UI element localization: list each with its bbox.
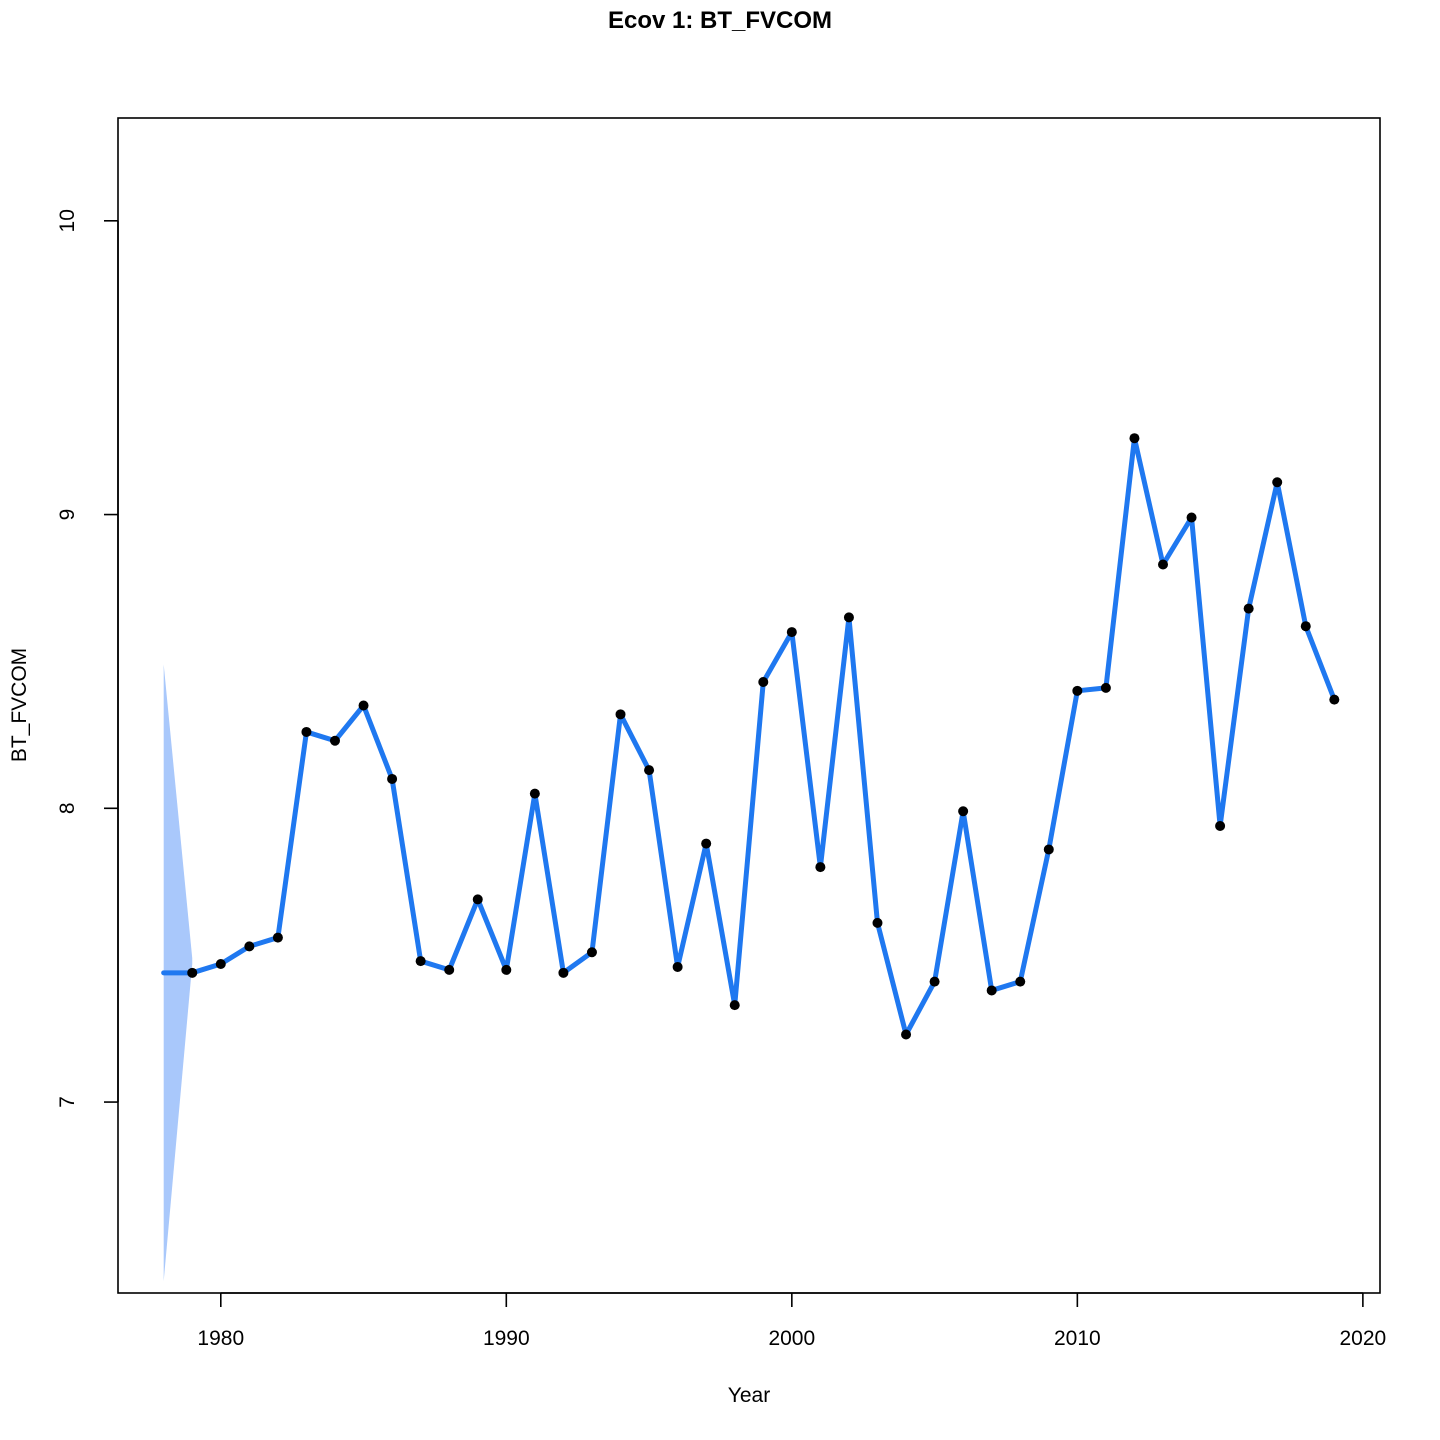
observed-point bbox=[529, 788, 540, 799]
x-tick-label: 2020 bbox=[1340, 1327, 1387, 1350]
observed-point bbox=[786, 627, 797, 638]
observed-point bbox=[815, 862, 826, 873]
observed-point bbox=[929, 976, 940, 987]
observed-point bbox=[358, 700, 369, 711]
observed-point bbox=[1100, 682, 1111, 693]
observed-point bbox=[901, 1029, 912, 1040]
observed-point bbox=[387, 773, 398, 784]
y-tick-label: 8 bbox=[56, 802, 79, 814]
x-tick-label: 1990 bbox=[483, 1327, 530, 1350]
observed-point bbox=[1186, 512, 1197, 523]
x-axis: 1980 1990 2000 2010 2020 bbox=[197, 1292, 1387, 1350]
observed-point bbox=[444, 964, 455, 975]
observed-point bbox=[1215, 820, 1226, 831]
observed-point bbox=[329, 735, 340, 746]
y-axis: 7 8 9 10 bbox=[56, 209, 119, 1108]
observed-point bbox=[1243, 603, 1254, 614]
observed-point bbox=[586, 947, 597, 958]
series-line-layer bbox=[161, 435, 1337, 1037]
observed-point bbox=[644, 765, 655, 776]
observed-point bbox=[729, 1000, 740, 1011]
observed-point bbox=[472, 894, 483, 905]
observed-point bbox=[672, 961, 683, 972]
y-tick-label: 7 bbox=[56, 1096, 79, 1108]
observed-point bbox=[1300, 621, 1311, 632]
observed-point bbox=[1072, 685, 1083, 696]
observed-point bbox=[415, 956, 426, 967]
observed-points-layer bbox=[187, 433, 1340, 1040]
x-tick-label: 2000 bbox=[768, 1327, 815, 1350]
predicted-series-line bbox=[161, 435, 1337, 1037]
observed-point bbox=[1015, 976, 1026, 987]
observed-point bbox=[701, 838, 712, 849]
observed-point bbox=[872, 917, 883, 928]
plot-frame bbox=[117, 117, 1381, 1294]
observed-point bbox=[272, 932, 283, 943]
observed-point bbox=[244, 941, 255, 952]
observed-point bbox=[1043, 844, 1054, 855]
x-axis-label: Year bbox=[728, 1384, 770, 1407]
y-tick-label: 10 bbox=[56, 209, 79, 232]
observed-point bbox=[615, 709, 626, 720]
observed-point bbox=[958, 806, 969, 817]
observed-point bbox=[758, 677, 769, 687]
x-tick-label: 2010 bbox=[1054, 1327, 1101, 1350]
y-axis-label: BT_FVCOM bbox=[8, 648, 31, 762]
observed-point bbox=[843, 612, 854, 623]
observed-point bbox=[1329, 694, 1340, 705]
observed-point bbox=[501, 964, 512, 975]
chart-title: Ecov 1: BT_FVCOM bbox=[608, 7, 832, 34]
observed-point bbox=[558, 967, 569, 978]
observed-point bbox=[215, 959, 226, 969]
x-tick-label: 1980 bbox=[197, 1327, 244, 1350]
observed-point bbox=[187, 967, 198, 978]
y-tick-label: 9 bbox=[56, 509, 79, 521]
observed-point bbox=[986, 985, 997, 996]
observed-point bbox=[1158, 559, 1169, 570]
observed-point bbox=[1272, 477, 1283, 488]
observed-point bbox=[1129, 433, 1140, 444]
observed-point bbox=[301, 726, 312, 737]
